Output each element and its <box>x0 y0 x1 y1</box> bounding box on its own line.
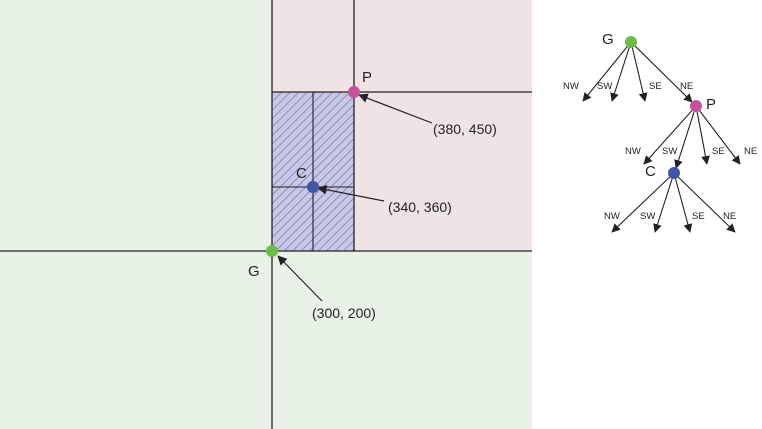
tree-edge-c-se <box>673 172 693 233</box>
tree-edge-c-ne <box>673 172 736 233</box>
arrow-p <box>358 93 433 124</box>
tree-edge-label-g-ne: NE <box>680 81 693 92</box>
tree-edge-p-se <box>695 105 710 165</box>
tree-node-g <box>625 36 637 48</box>
point-g-label: G <box>248 263 260 280</box>
point-p <box>348 86 360 98</box>
tree-edge-label-c-se: SE <box>692 211 705 222</box>
tree-edge-p-sw <box>674 105 697 169</box>
point-g <box>266 245 278 257</box>
point-g-coord: (300, 200) <box>312 305 376 321</box>
tree-edge-label-c-ne: NE <box>723 211 736 222</box>
tree-edge-g-ne <box>630 41 693 103</box>
tree-edge-g-se <box>630 41 648 102</box>
tree-edge-label-g-nw: NW <box>563 81 579 92</box>
point-c <box>307 181 319 193</box>
tree-edge-label-c-nw: NW <box>604 211 620 222</box>
tree-edge-label-p-ne: NE <box>744 146 757 157</box>
quadtree: G P C NW SW SE NE NW SW SE NE NW SW SE N… <box>563 31 757 233</box>
arrow-g <box>277 255 323 302</box>
tree-node-p-label: P <box>706 96 716 113</box>
tree-edge-label-c-sw: SW <box>640 211 655 222</box>
point-c-label: C <box>296 165 307 182</box>
tree-edge-g-sw <box>610 41 632 102</box>
point-p-label: P <box>362 69 372 86</box>
spatial-plane: G P C (300, 200) (380, 450) (340, 360) <box>0 0 532 429</box>
arrow-c <box>317 184 385 202</box>
tree-node-g-label: G <box>602 31 614 48</box>
tree-node-c <box>668 167 680 179</box>
tree-edge-c-nw <box>611 172 675 233</box>
tree-node-p <box>690 100 702 112</box>
tree-edge-label-p-sw: SW <box>662 146 677 157</box>
tree-edge-label-g-sw: SW <box>597 81 612 92</box>
tree-node-c-label: C <box>645 163 656 180</box>
point-c-coord: (340, 360) <box>388 199 452 215</box>
tree-edge-g-nw <box>582 41 632 102</box>
tree-edge-label-p-se: SE <box>712 146 725 157</box>
tree-edge-label-p-nw: NW <box>625 146 641 157</box>
tree-edge-p-nw <box>643 105 697 165</box>
point-p-coord: (380, 450) <box>433 121 497 137</box>
tree-edge-label-g-se: SE <box>649 81 662 92</box>
tree-edge-p-ne <box>695 105 741 165</box>
tree-edge-c-sw <box>653 172 675 233</box>
